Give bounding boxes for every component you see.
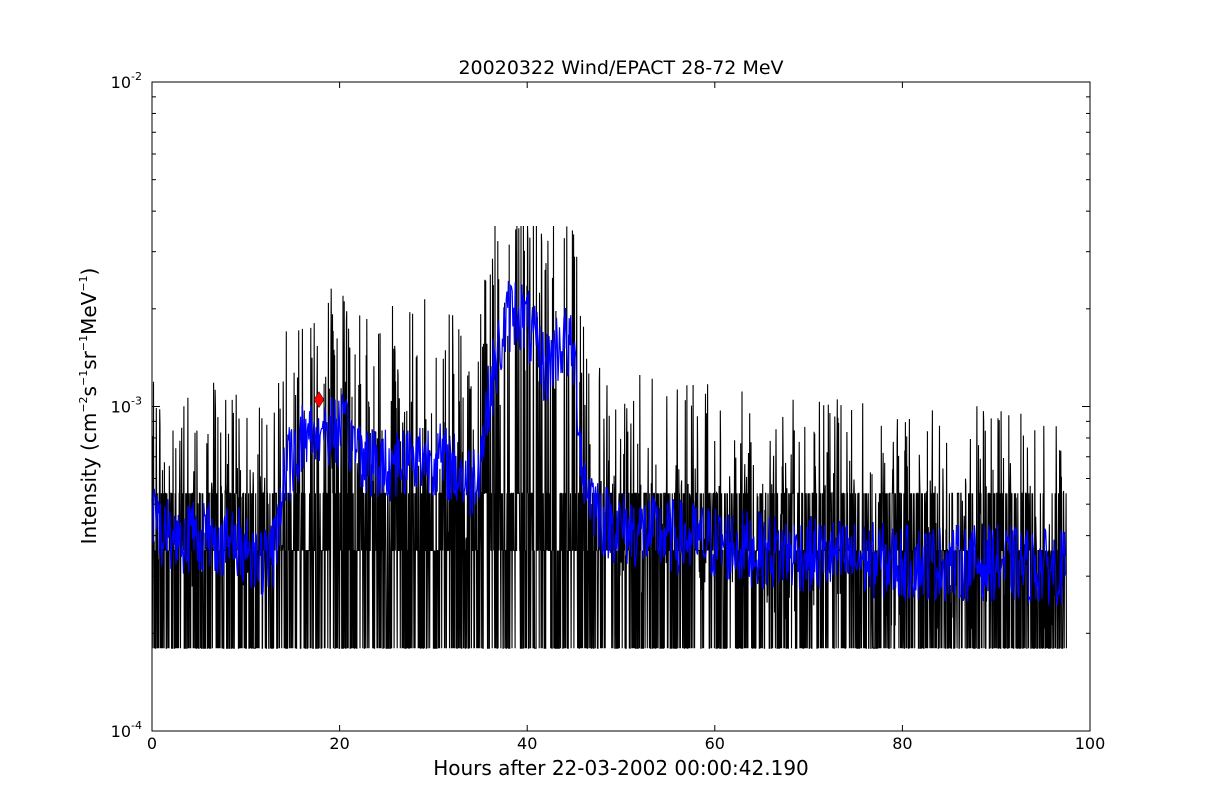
x-tick-label: 60 (705, 734, 725, 753)
svg-text:Intensity (cm−2s−1sr−1MeV−1): Intensity (cm−2s−1sr−1MeV−1) (77, 268, 101, 545)
y-tick-label: 10-4 (111, 719, 142, 741)
y-label-exp-3: −1 (77, 335, 90, 351)
y-label-part-2: s (77, 386, 101, 396)
y-tick-label: 10-2 (111, 70, 142, 92)
onset-marker (313, 391, 325, 409)
x-axis-label: Hours after 22-03-2002 00:00:42.190 (433, 756, 809, 780)
series-raw-line (151, 225, 1067, 649)
y-label-exp-4: −1 (77, 275, 90, 291)
y-tick-label: 10-3 (111, 395, 142, 417)
series-raw-black (151, 225, 1067, 649)
series-mean-line (151, 280, 1067, 606)
y-label-exp-2: −1 (77, 370, 90, 386)
x-tick-label: 0 (147, 734, 157, 753)
y-label-part-3: sr (77, 350, 101, 369)
y-label-part-4: MeV (77, 291, 101, 335)
y-label-part-1: Intensity (cm (77, 413, 101, 545)
plot-area (151, 225, 1067, 649)
series-mean-blue (151, 280, 1067, 606)
marker-layer (313, 391, 325, 409)
x-tick-label: 20 (329, 734, 349, 753)
x-tick-label: 80 (892, 734, 912, 753)
y-axis-label: Intensity (cm−2s−1sr−1MeV−1) (77, 268, 101, 545)
y-label-exp-1: −2 (77, 396, 90, 412)
y-axis-ticks: 10-4 10-3 10-2 (111, 70, 1090, 741)
y-label-close: ) (77, 268, 101, 276)
x-tick-label: 40 (517, 734, 537, 753)
x-tick-label: 100 (1075, 734, 1106, 753)
chart-title: 20020322 Wind/EPACT 28-72 MeV (458, 57, 783, 79)
x-axis-ticks: 0 20 40 60 80 100 (147, 82, 1105, 753)
